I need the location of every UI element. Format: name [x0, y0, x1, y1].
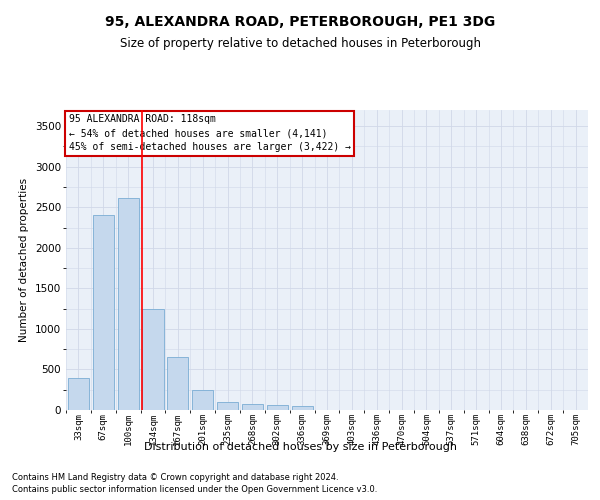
Bar: [192, 390, 213, 410]
Text: Contains HM Land Registry data © Crown copyright and database right 2024.: Contains HM Land Registry data © Crown c…: [12, 472, 338, 482]
Bar: [68, 378, 89, 410]
Text: Size of property relative to detached houses in Peterborough: Size of property relative to detached ho…: [119, 38, 481, 51]
Bar: [242, 404, 263, 410]
Bar: [267, 405, 288, 410]
Text: 95, ALEXANDRA ROAD, PETERBOROUGH, PE1 3DG: 95, ALEXANDRA ROAD, PETERBOROUGH, PE1 3D…: [105, 15, 495, 29]
Bar: [118, 198, 139, 410]
Y-axis label: Number of detached properties: Number of detached properties: [19, 178, 29, 342]
Text: Distribution of detached houses by size in Peterborough: Distribution of detached houses by size …: [143, 442, 457, 452]
Text: Contains public sector information licensed under the Open Government Licence v3: Contains public sector information licen…: [12, 485, 377, 494]
Bar: [142, 308, 164, 410]
Bar: [93, 216, 114, 410]
Text: 95 ALEXANDRA ROAD: 118sqm
← 54% of detached houses are smaller (4,141)
45% of se: 95 ALEXANDRA ROAD: 118sqm ← 54% of detac…: [68, 114, 350, 152]
Bar: [292, 406, 313, 410]
Bar: [217, 402, 238, 410]
Bar: [167, 358, 188, 410]
